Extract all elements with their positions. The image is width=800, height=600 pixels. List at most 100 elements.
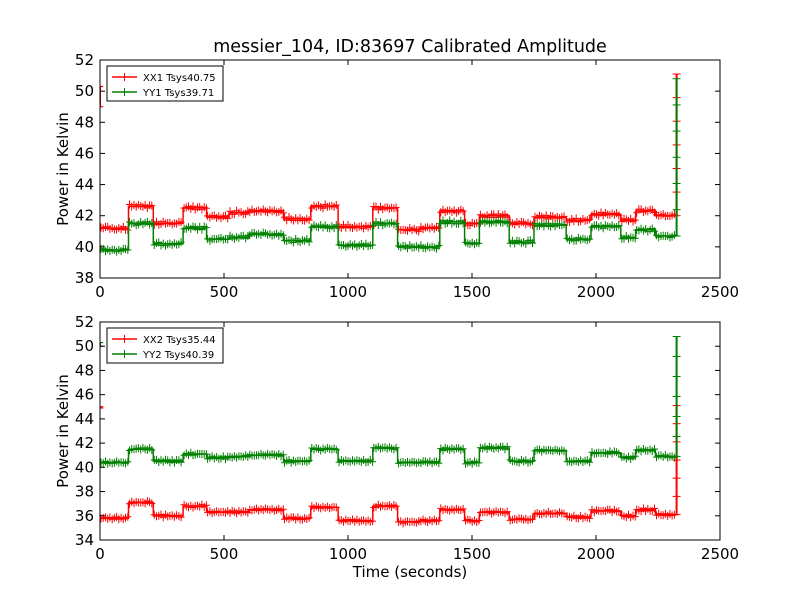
chart-panel-top: 0 500 1000 1500 2000 2500 38 40 42 44 46 48 50 52 Powe… — [54, 51, 739, 301]
legend-item: XX1 Tsys40.75 — [112, 73, 216, 84]
legend-label: YY2 Tsys40.39 — [142, 350, 214, 361]
data-marker — [615, 449, 623, 458]
data-marker — [148, 219, 156, 227]
legend-item: XX2 Tsys35.44 — [112, 335, 216, 346]
data-marker — [305, 237, 313, 246]
data-marker — [332, 221, 340, 229]
data-marker — [392, 443, 400, 452]
data-marker — [459, 219, 467, 228]
y-tick-label: 48 — [75, 361, 94, 379]
data-marker — [224, 214, 232, 223]
y-tick-label: 52 — [75, 313, 94, 331]
data-marker — [503, 442, 511, 451]
legend-label: YY1 Tsys39.71 — [142, 88, 214, 99]
data-marker — [615, 211, 623, 220]
data-marker — [279, 450, 287, 459]
y-tick-label: 38 — [75, 483, 94, 501]
data-marker — [529, 239, 536, 248]
legend-box — [106, 65, 224, 102]
y-tick-label: 48 — [75, 113, 94, 131]
data-marker — [586, 514, 594, 523]
legend-label: XX1 Tsys40.75 — [143, 73, 216, 84]
data-marker — [435, 224, 443, 233]
x-tick-label: 2000 — [577, 283, 615, 301]
data-marker — [475, 516, 483, 525]
data-marker — [586, 458, 594, 467]
data-marker — [415, 227, 423, 236]
data-marker — [369, 517, 377, 526]
data-marker — [305, 513, 313, 522]
y-tick-label: 42 — [75, 434, 94, 452]
legend-marker — [121, 350, 128, 358]
data-marker — [459, 207, 467, 216]
data-marker — [177, 218, 185, 227]
x-tick-label: 1500 — [453, 545, 491, 563]
axes-frame — [99, 59, 721, 279]
legend-item: YY1 Tsys39.71 — [112, 88, 214, 99]
y-axis-label: Power in Kelvin — [54, 112, 72, 226]
data-marker — [435, 459, 443, 468]
axes-frame — [99, 321, 721, 541]
x-tick-label: 0 — [95, 545, 105, 563]
data-marker — [279, 231, 287, 240]
y-tick-label: 52 — [75, 51, 94, 69]
data-marker — [651, 504, 658, 513]
y-tick-label: 44 — [75, 410, 94, 428]
data-marker — [631, 234, 639, 243]
data-marker — [305, 456, 313, 465]
x-axis-label: Time (seconds) — [352, 563, 468, 581]
data-marker — [148, 446, 156, 454]
data-marker — [305, 216, 313, 225]
data-marker — [560, 212, 568, 221]
data-marker — [651, 445, 658, 453]
data-marker — [475, 239, 483, 248]
data-marker — [202, 223, 210, 232]
data-marker — [631, 216, 639, 225]
data-marker — [392, 219, 400, 228]
legend-label: XX2 Tsys35.44 — [143, 335, 216, 346]
data-marker — [332, 503, 340, 512]
data-marker — [177, 238, 185, 247]
data-marker — [332, 201, 340, 209]
legend: XX2 Tsys35.44 YY2 Tsys40.39 — [106, 327, 224, 364]
x-tick-label: 2500 — [701, 545, 739, 563]
data-marker — [332, 445, 340, 454]
data-marker — [459, 504, 467, 513]
data-marker — [586, 235, 594, 243]
data-marker — [148, 499, 156, 508]
legend-box — [106, 327, 224, 364]
x-tick-label: 1000 — [329, 545, 367, 563]
data-marker — [631, 512, 639, 521]
data-marker — [279, 505, 287, 514]
data-marker — [124, 512, 132, 521]
data-marker — [435, 241, 443, 250]
data-marker — [177, 458, 185, 467]
y-tick-label: 42 — [75, 207, 94, 225]
data-marker — [124, 246, 132, 254]
series-xx2 — [100, 405, 681, 528]
data-marker — [503, 219, 511, 228]
y-axis-label: Power in Kelvin — [54, 374, 72, 488]
data-marker — [529, 456, 536, 465]
plot-area — [100, 73, 681, 256]
data-marker — [392, 203, 400, 212]
y-tick-label: 46 — [75, 144, 94, 162]
data-marker — [615, 221, 623, 230]
x-tick-label: 1500 — [453, 283, 491, 301]
x-tick-label: 500 — [210, 545, 239, 563]
y-tick-label: 40 — [75, 238, 94, 256]
data-marker — [503, 507, 511, 516]
legend-marker — [121, 88, 128, 96]
legend-marker — [121, 73, 128, 81]
y-tick-label: 36 — [75, 507, 94, 525]
y-tick-label: 46 — [75, 386, 94, 404]
panels: 0 500 1000 1500 2000 25003840424446485052Powe… — [54, 51, 739, 581]
data-marker — [124, 457, 132, 466]
data-marker — [560, 220, 568, 229]
y-tick-label: 44 — [75, 176, 94, 194]
series-yy1 — [100, 78, 681, 256]
data-marker — [459, 444, 467, 453]
legend-item: YY2 Tsys40.39 — [112, 350, 214, 361]
data-marker — [369, 457, 377, 466]
